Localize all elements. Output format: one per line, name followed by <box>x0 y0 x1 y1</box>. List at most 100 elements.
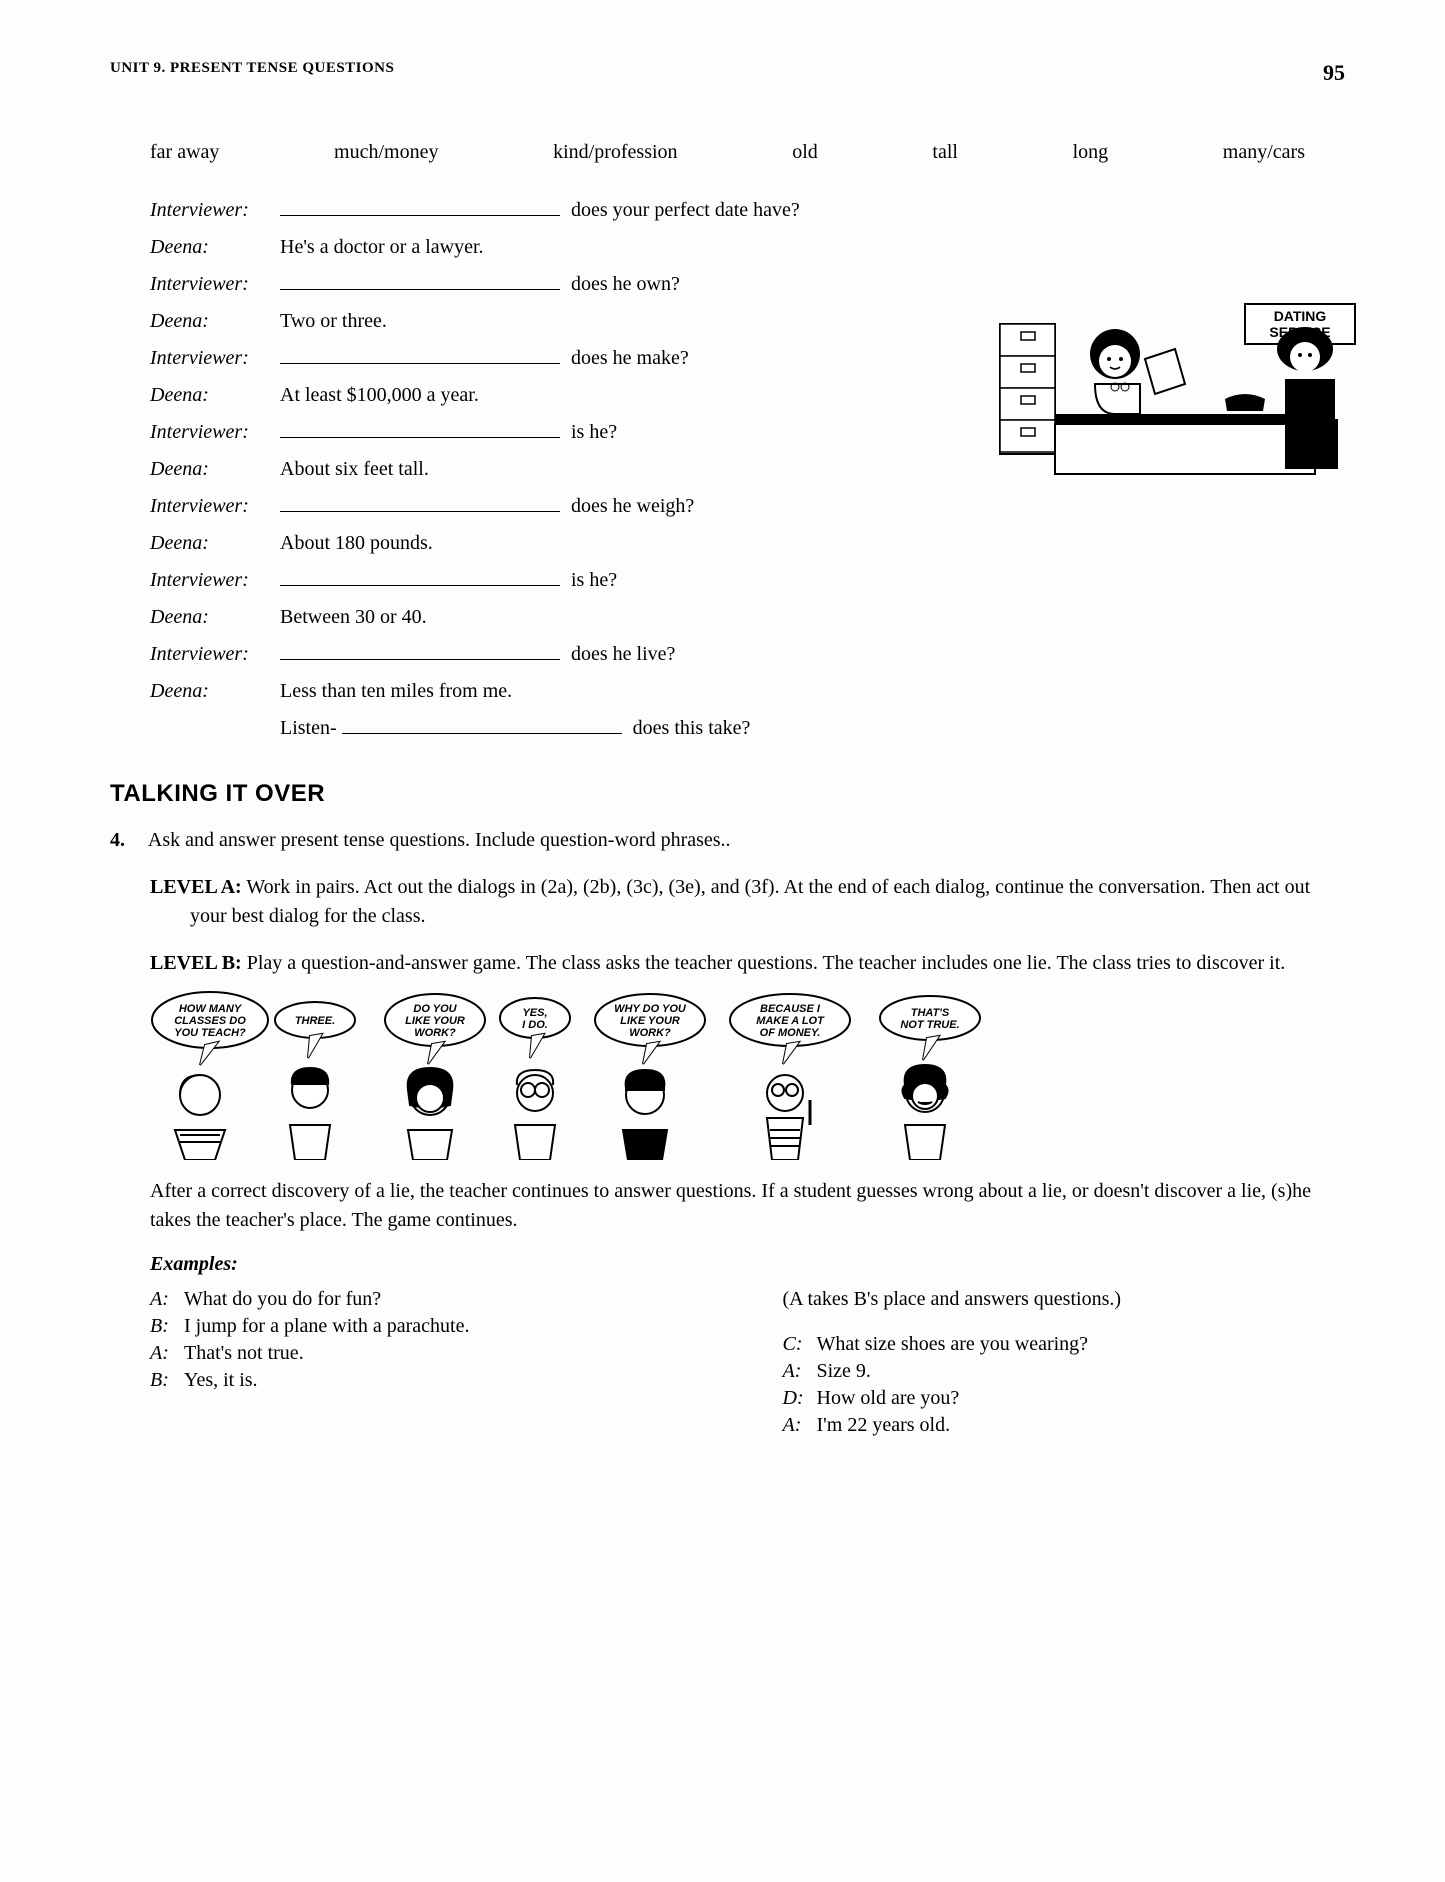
level-text: Work in pairs. Act out the dialogs in (2… <box>190 876 1310 927</box>
speaker-label: Deena: <box>150 458 280 481</box>
page-header: UNIT 9. PRESENT TENSE QUESTIONS 95 <box>110 60 1345 86</box>
svg-text:NOT TRUE.: NOT TRUE. <box>900 1019 959 1031</box>
fill-in-blank[interactable] <box>280 585 560 586</box>
example-line: B:Yes, it is. <box>150 1369 713 1392</box>
svg-text:THAT'S: THAT'S <box>911 1007 950 1019</box>
example-text: Size 9. <box>817 1360 871 1383</box>
dialog-content: does he live? <box>280 643 1345 666</box>
level-text: Play a question-and-answer game. The cla… <box>242 952 1286 974</box>
after-comic-text: After a correct discovery of a lie, the … <box>150 1177 1345 1235</box>
dialog-line: Interviewer: does he weigh? <box>150 495 1345 518</box>
dialog-exercise: DATING SERVICE <box>150 199 1345 740</box>
question-4: 4. Ask and answer present tense question… <box>110 826 1345 855</box>
word-bank-item: tall <box>932 141 958 164</box>
dialog-content: does he weigh? <box>280 495 1345 518</box>
fill-in-blank[interactable] <box>342 733 622 734</box>
svg-text:DO YOU: DO YOU <box>413 1003 457 1015</box>
speaker-label: Interviewer: <box>150 347 280 370</box>
speaker-label: Deena: <box>150 384 280 407</box>
svg-text:BECAUSE I: BECAUSE I <box>760 1003 821 1015</box>
fill-in-blank[interactable] <box>280 215 560 216</box>
svg-text:YES,: YES, <box>522 1007 547 1019</box>
sign-text-1: DATING <box>1274 308 1327 324</box>
example-speaker: A: <box>150 1288 184 1311</box>
speaker-label: Interviewer: <box>150 199 280 222</box>
dialog-line: Listen- does this take? <box>150 717 1345 740</box>
example-speaker: C: <box>783 1333 817 1356</box>
examples-aside: (A takes B's place and answers questions… <box>783 1288 1346 1311</box>
fill-in-blank[interactable] <box>280 511 560 512</box>
speaker-label: Interviewer: <box>150 273 280 296</box>
example-line: B:I jump for a plane with a parachute. <box>150 1315 713 1338</box>
word-bank-item: kind/profession <box>553 141 677 164</box>
svg-text:LIKE YOUR: LIKE YOUR <box>620 1015 680 1027</box>
example-text: How old are you? <box>817 1387 960 1410</box>
dialog-line: Deena:Between 30 or 40. <box>150 606 1345 629</box>
speaker-label: Interviewer: <box>150 643 280 666</box>
example-line: A:What do you do for fun? <box>150 1288 713 1311</box>
fill-in-blank[interactable] <box>280 363 560 364</box>
fill-in-blank[interactable] <box>280 437 560 438</box>
level-a: LEVEL A: Work in pairs. Act out the dial… <box>150 873 1345 931</box>
page-number: 95 <box>1323 60 1345 86</box>
example-text: That's not true. <box>184 1342 304 1365</box>
dialog-content: does he own? <box>280 273 1345 296</box>
dialog-line: Interviewer: does your perfect date have… <box>150 199 1345 222</box>
dialog-content: Between 30 or 40. <box>280 606 1345 629</box>
svg-text:WORK?: WORK? <box>414 1027 456 1039</box>
tail-text: does this take? <box>628 717 751 739</box>
example-text: What size shoes are you wearing? <box>817 1333 1089 1356</box>
speaker-label: Interviewer: <box>150 569 280 592</box>
dialog-line: Deena:He's a doctor or a lawyer. <box>150 236 1345 259</box>
comic-strip: HOW MANY CLASSES DO YOU TEACH? THREE. DO… <box>150 990 1010 1160</box>
example-speaker: A: <box>783 1414 817 1437</box>
speaker-label: Deena: <box>150 532 280 555</box>
examples: A:What do you do for fun?B:I jump for a … <box>150 1288 1345 1441</box>
dating-service-illustration: DATING SERVICE <box>995 299 1365 479</box>
speaker-label: Interviewer: <box>150 421 280 444</box>
level-label: LEVEL B: <box>150 952 242 974</box>
level-b: LEVEL B: Play a question-and-answer game… <box>150 949 1345 978</box>
word-bank-item: long <box>1073 141 1109 164</box>
tail-text: does he live? <box>566 643 675 665</box>
svg-text:OF MONEY.: OF MONEY. <box>760 1027 821 1039</box>
fill-in-blank[interactable] <box>280 659 560 660</box>
svg-text:I DO.: I DO. <box>522 1019 548 1031</box>
dialog-line: Deena:Less than ten miles from me. <box>150 680 1345 703</box>
prefix-text: Listen- <box>280 717 342 739</box>
tail-text: does he own? <box>566 273 680 295</box>
example-speaker: B: <box>150 1315 184 1338</box>
svg-text:WORK?: WORK? <box>629 1027 671 1039</box>
fill-in-blank[interactable] <box>280 289 560 290</box>
example-line: C:What size shoes are you wearing? <box>783 1333 1346 1356</box>
example-text: Yes, it is. <box>184 1369 258 1392</box>
svg-text:THREE.: THREE. <box>295 1015 335 1027</box>
word-bank-item: old <box>792 141 818 164</box>
example-line: D:How old are you? <box>783 1387 1346 1410</box>
example-line: A:That's not true. <box>150 1342 713 1365</box>
word-bank-item: many/cars <box>1223 141 1305 164</box>
word-bank-item: far away <box>150 141 219 164</box>
examples-column-left: A:What do you do for fun?B:I jump for a … <box>150 1288 713 1441</box>
question-text: Ask and answer present tense questions. … <box>148 829 731 851</box>
speaker-label: Deena: <box>150 606 280 629</box>
svg-text:MAKE A LOT: MAKE A LOT <box>756 1015 825 1027</box>
example-speaker: A: <box>150 1342 184 1365</box>
svg-text:YOU TEACH?: YOU TEACH? <box>174 1027 246 1039</box>
unit-title: UNIT 9. PRESENT TENSE QUESTIONS <box>110 60 394 86</box>
section-heading: TALKING IT OVER <box>110 780 1345 808</box>
level-label: LEVEL A: <box>150 876 242 898</box>
dialog-content: Less than ten miles from me. <box>280 680 1345 703</box>
svg-text:LIKE YOUR: LIKE YOUR <box>405 1015 465 1027</box>
example-speaker: B: <box>150 1369 184 1392</box>
examples-heading: Examples: <box>150 1253 1345 1276</box>
page: UNIT 9. PRESENT TENSE QUESTIONS 95 far a… <box>0 0 1445 1882</box>
word-bank-item: much/money <box>334 141 438 164</box>
dialog-content: does your perfect date have? <box>280 199 1345 222</box>
tail-text: is he? <box>566 421 617 443</box>
speaker-label: Deena: <box>150 310 280 333</box>
example-text: I'm 22 years old. <box>817 1414 951 1437</box>
example-text: What do you do for fun? <box>184 1288 381 1311</box>
speaker-label: Deena: <box>150 680 280 703</box>
example-line: A:Size 9. <box>783 1360 1346 1383</box>
